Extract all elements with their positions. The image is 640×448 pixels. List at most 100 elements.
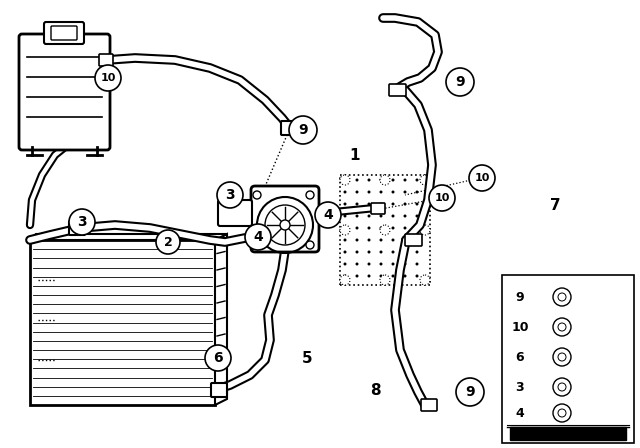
- Circle shape: [344, 178, 346, 181]
- Circle shape: [553, 378, 571, 396]
- Text: 6: 6: [213, 351, 223, 365]
- Circle shape: [344, 190, 346, 194]
- Circle shape: [367, 215, 371, 217]
- FancyBboxPatch shape: [421, 399, 437, 411]
- Circle shape: [344, 263, 346, 266]
- Circle shape: [558, 293, 566, 301]
- Circle shape: [415, 215, 419, 217]
- Polygon shape: [215, 234, 227, 405]
- Circle shape: [558, 353, 566, 361]
- Circle shape: [367, 178, 371, 181]
- Circle shape: [289, 116, 317, 144]
- Circle shape: [306, 191, 314, 199]
- Circle shape: [344, 250, 346, 254]
- Circle shape: [553, 404, 571, 422]
- Text: 3: 3: [225, 188, 235, 202]
- Circle shape: [380, 275, 390, 285]
- Circle shape: [355, 250, 358, 254]
- Circle shape: [355, 238, 358, 241]
- Circle shape: [392, 190, 394, 194]
- Circle shape: [380, 263, 383, 266]
- Circle shape: [340, 175, 350, 185]
- Circle shape: [344, 275, 346, 277]
- Circle shape: [380, 225, 390, 235]
- Circle shape: [392, 215, 394, 217]
- Polygon shape: [510, 427, 626, 440]
- Circle shape: [355, 190, 358, 194]
- Circle shape: [558, 409, 566, 417]
- Circle shape: [306, 241, 314, 249]
- Circle shape: [415, 238, 419, 241]
- Circle shape: [558, 383, 566, 391]
- Circle shape: [415, 202, 419, 206]
- Circle shape: [392, 250, 394, 254]
- Text: 6: 6: [516, 350, 524, 363]
- Circle shape: [340, 225, 350, 235]
- Circle shape: [403, 190, 406, 194]
- Circle shape: [446, 68, 474, 96]
- Circle shape: [403, 178, 406, 181]
- Circle shape: [380, 202, 383, 206]
- FancyBboxPatch shape: [51, 26, 77, 40]
- Circle shape: [280, 220, 290, 230]
- Circle shape: [469, 165, 495, 191]
- Text: 9: 9: [465, 385, 475, 399]
- Text: 7: 7: [550, 198, 560, 212]
- Circle shape: [380, 175, 390, 185]
- FancyBboxPatch shape: [502, 275, 634, 443]
- Circle shape: [403, 275, 406, 277]
- Circle shape: [355, 215, 358, 217]
- FancyBboxPatch shape: [251, 186, 319, 252]
- Circle shape: [429, 185, 455, 211]
- FancyBboxPatch shape: [371, 203, 385, 214]
- Circle shape: [380, 215, 383, 217]
- Circle shape: [392, 227, 394, 229]
- Circle shape: [355, 275, 358, 277]
- Circle shape: [392, 275, 394, 277]
- Circle shape: [415, 263, 419, 266]
- FancyBboxPatch shape: [69, 221, 85, 235]
- FancyBboxPatch shape: [44, 22, 84, 44]
- Circle shape: [456, 378, 484, 406]
- Text: 9: 9: [516, 290, 524, 303]
- Circle shape: [156, 230, 180, 254]
- Circle shape: [355, 227, 358, 229]
- Text: 4: 4: [253, 230, 263, 244]
- Circle shape: [355, 263, 358, 266]
- Circle shape: [367, 275, 371, 277]
- Text: 3: 3: [516, 380, 524, 393]
- Text: 10: 10: [435, 193, 450, 203]
- Circle shape: [205, 345, 231, 371]
- Circle shape: [355, 178, 358, 181]
- Circle shape: [392, 263, 394, 266]
- Circle shape: [415, 227, 419, 229]
- Circle shape: [403, 202, 406, 206]
- Circle shape: [392, 238, 394, 241]
- Text: 3: 3: [77, 215, 87, 229]
- Circle shape: [217, 182, 243, 208]
- Circle shape: [420, 175, 430, 185]
- Circle shape: [415, 178, 419, 181]
- Circle shape: [392, 178, 394, 181]
- Circle shape: [403, 215, 406, 217]
- FancyBboxPatch shape: [211, 383, 227, 397]
- Circle shape: [380, 238, 383, 241]
- Circle shape: [380, 190, 383, 194]
- FancyBboxPatch shape: [405, 234, 422, 246]
- Text: 10: 10: [100, 73, 116, 83]
- FancyBboxPatch shape: [159, 234, 173, 246]
- Text: 10: 10: [474, 173, 490, 183]
- Circle shape: [553, 318, 571, 336]
- Polygon shape: [30, 234, 227, 240]
- Circle shape: [420, 275, 430, 285]
- Circle shape: [340, 275, 350, 285]
- Text: 10: 10: [511, 320, 529, 333]
- Circle shape: [380, 250, 383, 254]
- Circle shape: [415, 190, 419, 194]
- FancyBboxPatch shape: [389, 84, 406, 96]
- Circle shape: [245, 224, 271, 250]
- Text: 2: 2: [164, 236, 172, 249]
- Circle shape: [315, 202, 341, 228]
- Circle shape: [253, 241, 261, 249]
- Circle shape: [367, 227, 371, 229]
